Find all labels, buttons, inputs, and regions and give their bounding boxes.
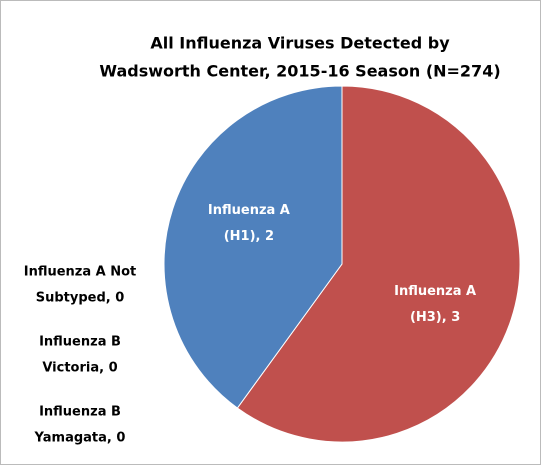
data-label: Subtyped, 0: [36, 291, 125, 306]
data-label: Influenza A Not: [24, 265, 137, 280]
data-label: Influenza B: [39, 335, 121, 350]
data-label: Influenza A: [208, 203, 290, 218]
data-label: Yamagata, 0: [34, 431, 126, 446]
data-label: Victoria, 0: [42, 361, 117, 376]
data-label: Influenza A: [394, 284, 476, 299]
data-label: (H3), 3: [410, 310, 460, 325]
chart-title: Wadsworth Center, 2015-16 Season (N=274): [99, 62, 500, 81]
data-label: Influenza B: [39, 405, 121, 420]
pie-slice: [163, 85, 343, 409]
pie-slice: [236, 85, 521, 443]
data-label: (H1), 2: [224, 229, 274, 244]
chart-title: All Influenza Viruses Detected by: [150, 34, 450, 53]
